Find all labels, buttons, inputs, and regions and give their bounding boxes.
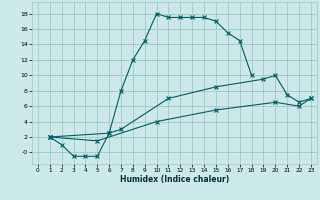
X-axis label: Humidex (Indice chaleur): Humidex (Indice chaleur) — [120, 175, 229, 184]
